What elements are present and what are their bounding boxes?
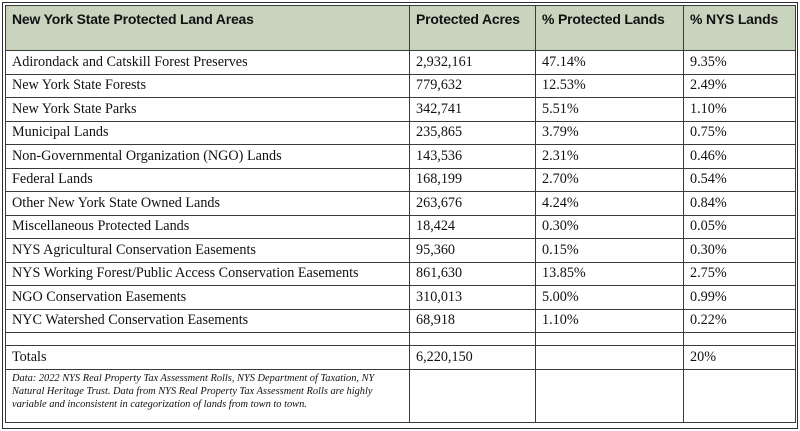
row-area: Non-Governmental Organization (NGO) Land… xyxy=(5,144,410,169)
totals-label: Totals xyxy=(5,345,410,370)
row-pct-protected: 0.15% xyxy=(535,238,684,263)
protected-lands-table: New York State Protected Land Areas Prot… xyxy=(5,5,796,423)
row-pct-protected: 0.30% xyxy=(535,214,684,239)
row-pct-protected: 4.24% xyxy=(535,191,684,216)
table-row: New York State Forests 779,632 12.53% 2.49% xyxy=(5,73,796,98)
header-protected-acres: Protected Acres xyxy=(409,5,536,51)
row-acres: 2,932,161 xyxy=(409,50,536,75)
row-pct-protected: 47.14% xyxy=(535,50,684,75)
table-row: NYC Watershed Conservation Easements 68,9… xyxy=(5,308,796,333)
totals-pct-protected xyxy=(535,345,684,370)
row-area: Federal Lands xyxy=(5,167,410,192)
row-acres: 779,632 xyxy=(409,73,536,98)
row-acres: 861,630 xyxy=(409,261,536,286)
row-pct-nys: 0.84% xyxy=(683,191,796,216)
row-pct-protected: 3.79% xyxy=(535,120,684,145)
note-empty-cell xyxy=(535,369,684,423)
row-acres: 342,741 xyxy=(409,97,536,122)
row-area: NGO Conservation Easements xyxy=(5,285,410,310)
row-pct-nys: 0.54% xyxy=(683,167,796,192)
totals-acres: 6,220,150 xyxy=(409,345,536,370)
row-acres: 143,536 xyxy=(409,144,536,169)
table-row: Federal Lands 168,199 2.70% 0.54% xyxy=(5,167,796,192)
blank-row xyxy=(5,332,796,346)
row-acres: 263,676 xyxy=(409,191,536,216)
row-acres: 310,013 xyxy=(409,285,536,310)
row-area: New York State Parks xyxy=(5,97,410,122)
table-row: Other New York State Owned Lands 263,676 4… xyxy=(5,191,796,216)
table-row: NYS Working Forest/Public Access Conserv… xyxy=(5,261,796,286)
row-pct-nys: 0.99% xyxy=(683,285,796,310)
header-row: New York State Protected Land Areas Prot… xyxy=(5,5,796,51)
row-pct-protected: 1.10% xyxy=(535,308,684,333)
row-pct-protected: 5.00% xyxy=(535,285,684,310)
note-row: Data: 2022 NYS Real Property Tax Assessm… xyxy=(5,369,796,423)
row-pct-nys: 0.75% xyxy=(683,120,796,145)
row-pct-protected: 12.53% xyxy=(535,73,684,98)
source-note: Data: 2022 NYS Real Property Tax Assessm… xyxy=(12,373,375,410)
row-pct-nys: 0.05% xyxy=(683,214,796,239)
table-row: NGO Conservation Easements 310,013 5.00% 0.… xyxy=(5,285,796,310)
table-row: NYS Agricultural Conservation Easements 9… xyxy=(5,238,796,263)
row-pct-protected: 5.51% xyxy=(535,97,684,122)
row-area: New York State Forests xyxy=(5,73,410,98)
table-row: Non-Governmental Organization (NGO) Land… xyxy=(5,144,796,169)
blank-cell xyxy=(683,332,796,346)
header-area: New York State Protected Land Areas xyxy=(5,5,410,51)
blank-cell xyxy=(5,332,410,346)
row-pct-nys: 2.75% xyxy=(683,261,796,286)
totals-row: Totals 6,220,150 20% xyxy=(5,345,796,370)
row-pct-protected: 2.70% xyxy=(535,167,684,192)
blank-cell xyxy=(409,332,536,346)
row-area: NYS Agricultural Conservation Easements xyxy=(5,238,410,263)
table-body: Adirondack and Catskill Forest Preserves… xyxy=(5,50,796,423)
header-pct-protected-lands: % Protected Lands xyxy=(535,5,684,51)
row-area: NYC Watershed Conservation Easements xyxy=(5,308,410,333)
row-acres: 18,424 xyxy=(409,214,536,239)
table-row: Adirondack and Catskill Forest Preserves… xyxy=(5,50,796,75)
note-cell: Data: 2022 NYS Real Property Tax Assessm… xyxy=(5,369,410,423)
row-area: NYS Working Forest/Public Access Conserv… xyxy=(5,261,410,286)
totals-pct-nys: 20% xyxy=(683,345,796,370)
blank-cell xyxy=(535,332,684,346)
table-row: Municipal Lands 235,865 3.79% 0.75% xyxy=(5,120,796,145)
row-area: Miscellaneous Protected Lands xyxy=(5,214,410,239)
row-pct-nys: 9.35% xyxy=(683,50,796,75)
header-pct-nys-lands: % NYS Lands xyxy=(683,5,796,51)
row-acres: 235,865 xyxy=(409,120,536,145)
row-pct-protected: 13.85% xyxy=(535,261,684,286)
row-area: Other New York State Owned Lands xyxy=(5,191,410,216)
row-acres: 168,199 xyxy=(409,167,536,192)
table-row: New York State Parks 342,741 5.51% 1.10% xyxy=(5,97,796,122)
note-empty-cell xyxy=(409,369,536,423)
table-row: Miscellaneous Protected Lands 18,424 0.30%… xyxy=(5,214,796,239)
row-area: Adirondack and Catskill Forest Preserves xyxy=(5,50,410,75)
row-acres: 68,918 xyxy=(409,308,536,333)
row-acres: 95,360 xyxy=(409,238,536,263)
note-empty-cell xyxy=(683,369,796,423)
row-pct-nys: 2.49% xyxy=(683,73,796,98)
row-pct-nys: 1.10% xyxy=(683,97,796,122)
table-header: New York State Protected Land Areas Prot… xyxy=(5,5,796,51)
row-pct-nys: 0.22% xyxy=(683,308,796,333)
row-pct-nys: 0.30% xyxy=(683,238,796,263)
row-pct-nys: 0.46% xyxy=(683,144,796,169)
row-pct-protected: 2.31% xyxy=(535,144,684,169)
row-area: Municipal Lands xyxy=(5,120,410,145)
